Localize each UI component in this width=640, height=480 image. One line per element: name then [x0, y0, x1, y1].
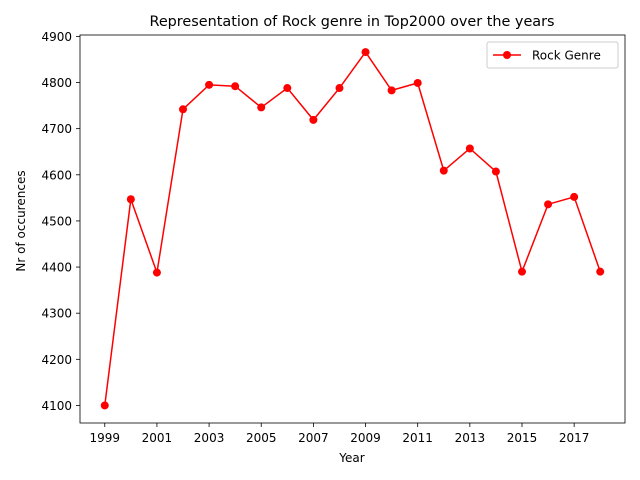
data-point [152, 268, 161, 277]
chart-title: Representation of Rock genre in Top2000 … [149, 14, 554, 30]
y-tick-label: 4200 [41, 353, 72, 367]
x-tick-label: 2015 [507, 431, 538, 445]
x-tick-label: 2009 [350, 431, 381, 445]
x-axis-label: Year [338, 451, 364, 465]
x-tick-label: 2007 [298, 431, 329, 445]
y-tick-label: 4500 [41, 214, 72, 228]
y-tick-label: 4800 [41, 76, 72, 90]
data-point [465, 144, 474, 153]
y-tick-label: 4100 [41, 399, 72, 413]
data-point [544, 200, 553, 209]
data-point [257, 103, 266, 112]
data-point [100, 401, 109, 410]
y-tick-label: 4600 [41, 168, 72, 182]
x-tick-label: 2003 [194, 431, 225, 445]
data-point [517, 267, 526, 276]
legend-label: Rock Genre [532, 49, 601, 63]
data-point [596, 267, 605, 276]
y-axis-label: Nr of occurences [14, 170, 28, 271]
x-tick-label: 2011 [402, 431, 433, 445]
data-point [491, 167, 500, 176]
y-tick-label: 4300 [41, 307, 72, 321]
legend: Rock Genre [486, 41, 619, 69]
y-tick-label: 4700 [41, 122, 72, 136]
data-point [439, 166, 448, 175]
x-tick-label: 2013 [455, 431, 486, 445]
y-tick-label: 4400 [41, 261, 72, 275]
data-point [335, 84, 344, 93]
x-tick-label: 2001 [142, 431, 173, 445]
x-tick-label: 2017 [559, 431, 590, 445]
data-point [413, 78, 422, 87]
data-point [309, 115, 318, 124]
data-point [283, 84, 292, 93]
series-line [104, 50, 601, 406]
data-point [231, 82, 240, 91]
data-point [179, 105, 188, 114]
y-tick-label: 4900 [41, 30, 72, 44]
data-point [361, 48, 370, 57]
data-point [387, 86, 396, 95]
axes-frame [79, 34, 626, 424]
plot-area: 1999 2001 2003 2005 2007 2009 2011 2013 2015 2017… [41, 30, 626, 445]
x-tick-label: 1999 [89, 431, 120, 445]
data-point [126, 195, 135, 204]
data-point [570, 192, 579, 201]
legend-box [486, 41, 619, 69]
legend-marker [503, 51, 511, 59]
x-tick-label: 2005 [246, 431, 277, 445]
data-point [205, 80, 214, 89]
